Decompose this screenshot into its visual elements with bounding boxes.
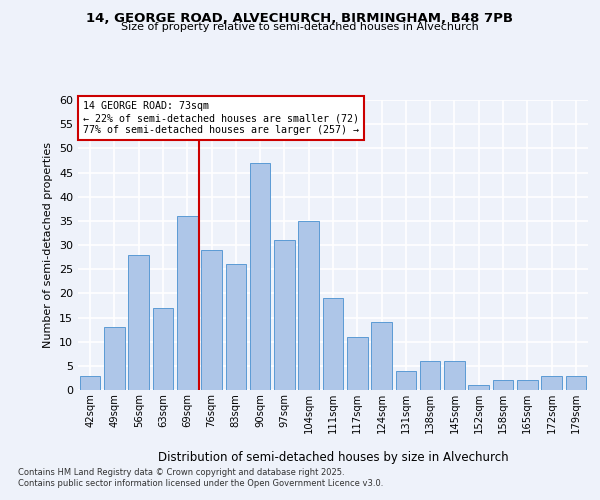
Bar	[152, 308, 173, 390]
Text: Contains HM Land Registry data © Crown copyright and database right 2025.
Contai: Contains HM Land Registry data © Crown c…	[18, 468, 383, 487]
Text: 14, GEORGE ROAD, ALVECHURCH, BIRMINGHAM, B48 7PB: 14, GEORGE ROAD, ALVECHURCH, BIRMINGHAM,…	[86, 12, 514, 26]
Text: Size of property relative to semi-detached houses in Alvechurch: Size of property relative to semi-detach…	[121, 22, 479, 32]
Bar	[444, 361, 465, 390]
Bar	[371, 322, 392, 390]
Bar	[493, 380, 514, 390]
Bar	[566, 376, 586, 390]
Bar	[469, 385, 489, 390]
Bar	[177, 216, 197, 390]
Bar	[201, 250, 222, 390]
Bar	[395, 370, 416, 390]
Bar	[517, 380, 538, 390]
Bar	[226, 264, 246, 390]
Bar	[323, 298, 343, 390]
Bar	[274, 240, 295, 390]
Bar	[420, 361, 440, 390]
Text: Distribution of semi-detached houses by size in Alvechurch: Distribution of semi-detached houses by …	[158, 451, 508, 464]
Bar	[128, 254, 149, 390]
Bar	[541, 376, 562, 390]
Text: 14 GEORGE ROAD: 73sqm
← 22% of semi-detached houses are smaller (72)
77% of semi: 14 GEORGE ROAD: 73sqm ← 22% of semi-deta…	[83, 102, 359, 134]
Bar	[80, 376, 100, 390]
Bar	[250, 163, 271, 390]
Bar	[298, 221, 319, 390]
Bar	[104, 327, 125, 390]
Y-axis label: Number of semi-detached properties: Number of semi-detached properties	[43, 142, 53, 348]
Bar	[347, 337, 368, 390]
